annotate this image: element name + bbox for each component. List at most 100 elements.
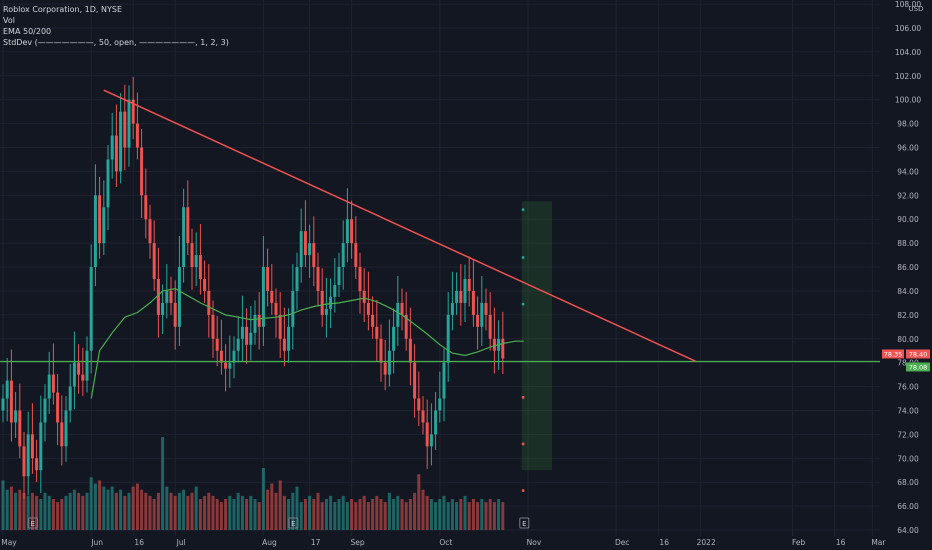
candle-body (177, 267, 181, 327)
stddev-band-dot (521, 489, 525, 492)
volume-bar (261, 468, 265, 530)
volume-bars (1, 437, 505, 530)
price-axis[interactable]: 64.0066.0068.0070.0072.0074.0076.0078.00… (880, 0, 932, 536)
earnings-marker[interactable]: E (288, 517, 299, 529)
volume-bar (375, 495, 379, 530)
candle-body (14, 410, 18, 423)
time-tick-label: 16 (134, 538, 144, 547)
last-price-tag-bg (882, 349, 904, 359)
candle-body (148, 219, 152, 244)
time-tick-label: May (1, 538, 17, 547)
time-tick-label: Oct (439, 538, 452, 547)
grid (0, 0, 915, 536)
volume-bar (182, 489, 186, 530)
volume-bar (9, 486, 13, 530)
volume-bar (413, 492, 417, 530)
volume-bar (324, 499, 328, 530)
volume-bar (371, 499, 375, 530)
candle-body (366, 302, 370, 315)
stddev-band-dot (521, 395, 525, 399)
indicator-lines (0, 89, 880, 399)
volume-bar (140, 489, 144, 530)
volume-bar (316, 492, 320, 530)
candle-body (442, 362, 446, 399)
volume-bar (257, 502, 261, 530)
stddev-indicator-label[interactable]: StdDev (———————, 50, open, ———————, 1, 2… (3, 38, 229, 47)
volume-bar (270, 483, 274, 530)
candle-body (131, 99, 135, 124)
volume-bar (471, 499, 475, 530)
candle-body (98, 195, 102, 244)
time-tick-label: 16 (836, 538, 846, 547)
candle-body (278, 314, 282, 339)
symbol-title[interactable]: Roblox Corporation, 1D, NYSE (3, 5, 123, 14)
volume-bar (224, 499, 228, 530)
price-tick-label: 102.00 (895, 72, 921, 81)
candle-body (341, 243, 345, 268)
ema-indicator-label[interactable]: EMA 50/200 (3, 27, 52, 36)
time-tick-label: Jun (90, 538, 103, 547)
candle-body (425, 422, 429, 447)
last-price-tag: 78.35 (884, 350, 903, 358)
candle-body (383, 362, 387, 375)
volume-bar (501, 502, 505, 530)
volume-bar (240, 495, 244, 530)
volume-bar (81, 495, 85, 530)
candle-body (47, 374, 51, 399)
candle-body (30, 434, 34, 459)
volume-bar (93, 483, 97, 530)
volume-bar (488, 499, 492, 530)
candle-body (450, 302, 454, 315)
volume-bar (266, 489, 270, 530)
candle-body (22, 446, 26, 477)
volume-bar (379, 499, 383, 530)
candle-body (438, 398, 442, 411)
volume-bar (114, 492, 118, 530)
volume-bar (404, 502, 408, 530)
earnings-marker[interactable]: E (519, 517, 530, 529)
candle-body (240, 326, 244, 339)
earnings-marker[interactable]: E (27, 517, 38, 529)
volume-bar (291, 492, 295, 530)
time-tick-label: Nov (527, 538, 542, 547)
volume-bar (148, 495, 152, 530)
price-tick-label: 96.00 (897, 144, 919, 153)
volume-bar (127, 492, 131, 530)
candle-body (270, 290, 274, 303)
volume-bar (467, 502, 471, 530)
price-tick-label: 74.00 (897, 406, 919, 415)
price-tick-label: 76.00 (897, 383, 919, 392)
candle-body (169, 290, 173, 303)
volume-bar (56, 502, 60, 530)
volume-bar (161, 437, 165, 530)
volume-bar (39, 499, 43, 530)
volume-bar (308, 495, 312, 530)
candle-body (39, 422, 43, 471)
volume-bar (30, 492, 34, 530)
volume-bar (152, 499, 156, 530)
volume-indicator-label[interactable]: Vol (3, 16, 15, 25)
candle-body (186, 207, 190, 244)
volume-bar (333, 502, 337, 530)
volume-bar (400, 499, 404, 530)
stddev-band-dot (521, 302, 525, 306)
volume-bar (396, 495, 400, 530)
candle-body (333, 284, 337, 297)
time-axis[interactable]: May Jun 16 Jul Aug 17 Sep Oct Nov Dec 16 2022 Feb 16 M… (0, 536, 932, 550)
volume-bar (236, 492, 240, 530)
candle-body (232, 350, 236, 363)
volume-bar (341, 495, 345, 530)
volume-bar (144, 492, 148, 530)
time-tick-label: Feb (792, 538, 806, 547)
candle-body (110, 135, 114, 160)
price-tick-label: 106.00 (895, 24, 921, 33)
candle-body (488, 314, 492, 339)
volume-bar (47, 495, 51, 530)
candle-body (387, 350, 391, 375)
candle-body (236, 338, 240, 351)
level-price-tag-bg (906, 362, 930, 372)
volume-bar (366, 502, 370, 530)
stddev-band-dot (521, 442, 525, 446)
